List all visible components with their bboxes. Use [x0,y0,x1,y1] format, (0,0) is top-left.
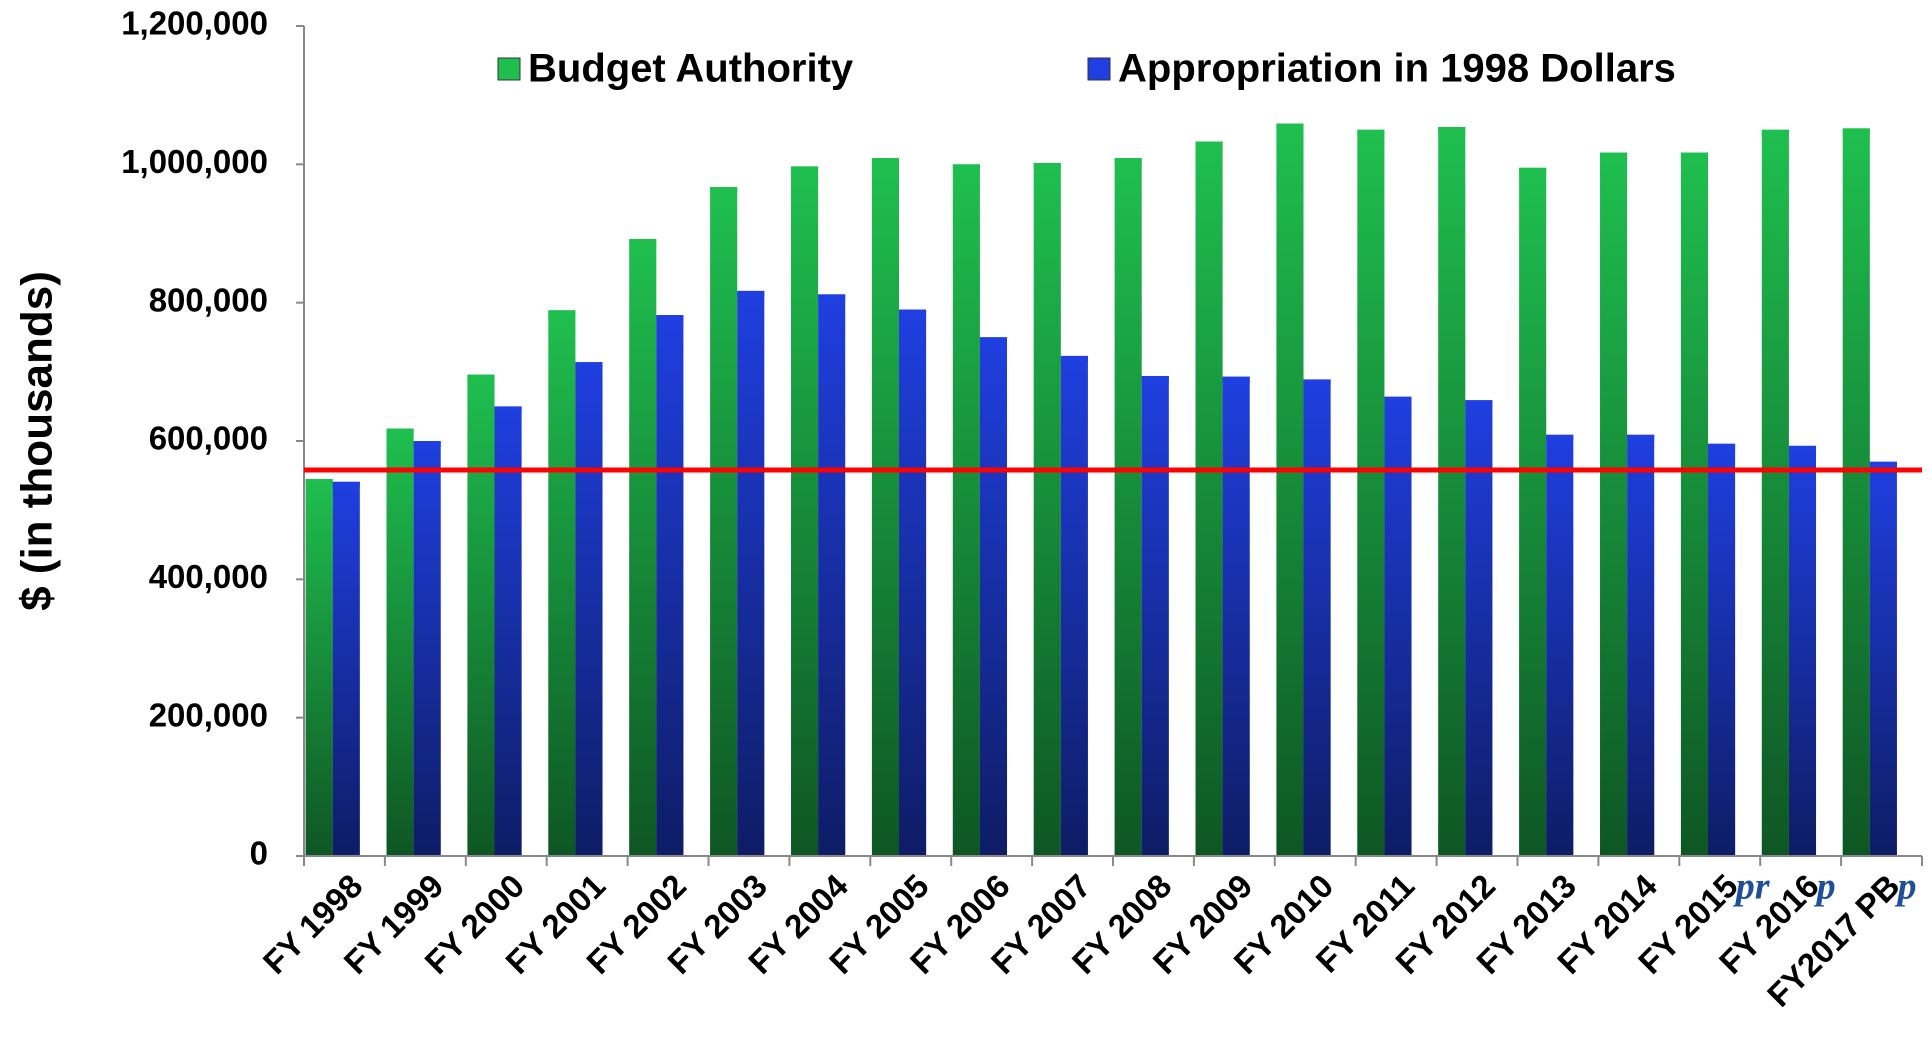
legend-swatch [1087,57,1111,81]
bar-shade [1438,126,1466,856]
bar-cap [1384,396,1412,403]
bar-shade [1276,123,1304,856]
bar-cap [575,362,603,369]
bar-shade [1708,443,1736,856]
bar-cap [952,164,980,171]
bar-cap [1546,434,1574,441]
bar-cap [1114,158,1142,165]
bar-shade [548,310,576,856]
legend-label: Budget Authority [528,47,854,91]
bar-cap [413,441,441,447]
bar-shade [1842,128,1870,856]
bar-shade [818,294,846,856]
bar-cap [386,428,414,435]
bar-shade [1222,376,1250,856]
bar-shade [1141,375,1169,856]
bar-shade [1627,434,1655,856]
bar-shade [656,315,684,856]
category-note: p [1895,866,1917,908]
bar-shade [1303,379,1331,856]
bar-cap [1141,375,1169,382]
bar-cap [818,294,846,301]
bar-cap [1519,167,1547,174]
category-note: pr [1733,866,1771,908]
bar-cap [1708,443,1736,450]
bar-shade [979,337,1008,856]
bar-cap [1195,141,1223,148]
bar-shade [1033,162,1061,856]
bar-shade [791,166,819,857]
bar-shade [1546,434,1574,856]
bar-shade [494,406,522,856]
bar-cap [1842,128,1870,135]
bar-cap [1222,376,1250,383]
y-tick-label: 600,000 [149,420,268,457]
bar-shade [1519,167,1547,856]
bar-shade [332,481,360,856]
bar-cap [305,479,333,486]
bar-cap [494,406,522,413]
y-tick-label: 800,000 [149,281,268,318]
bar-cap [1060,355,1088,362]
bar-shade [710,187,738,857]
legend-swatch [497,57,521,81]
bar-cap [467,374,495,381]
bar-cap [1869,461,1897,468]
bar-shade [413,441,441,856]
bar-cap [1438,126,1466,133]
bar-cap [1033,162,1061,169]
bar-cap [656,315,684,322]
bar-shade [575,362,603,856]
bar-cap [979,337,1008,344]
bar-shade [871,158,900,856]
bar-shade [1761,129,1789,856]
bar-shade [467,374,495,856]
bar-shade [899,309,927,856]
bar-shade [1600,152,1628,856]
bar-shade [386,428,414,856]
bar-cap [1357,129,1385,136]
y-tick-label: 0 [250,835,268,872]
bar-cap [1303,379,1331,386]
y-tick-label: 200,000 [149,696,268,733]
bar-cap [1600,152,1628,159]
bar-cap [548,310,576,317]
bar-shade [1384,396,1412,856]
y-tick-label: 400,000 [149,558,268,595]
bar-shade [1195,141,1223,857]
bar-cap [1761,129,1789,136]
bar-shade [1788,445,1817,856]
bar-cap [899,309,927,316]
bar-cap [629,239,657,246]
bar-shade [737,290,765,856]
bar-cap [1627,434,1655,441]
legend-label: Appropriation in 1998 Dollars [1118,47,1676,91]
bar-cap [1680,152,1709,159]
bar-shade [1680,152,1709,856]
bar-cap [791,166,819,173]
bar-shade [1869,461,1897,856]
bar-cap [1788,445,1817,452]
bar-cap [710,187,738,194]
bar-shade [1060,355,1088,856]
y-axis-label: $ (in thousands) [13,271,62,611]
bar-cap [332,481,360,488]
y-tick-label: 1,200,000 [121,5,268,42]
bar-shade [629,239,657,857]
bar-cap [737,290,765,297]
bar-shade [952,164,980,857]
bar-shade [305,479,333,856]
bar-shade [1114,158,1142,856]
bar-cap [1276,123,1304,130]
category-note: p [1814,866,1836,908]
bar-cap [1465,400,1493,407]
bar-shade [1465,400,1493,856]
y-tick-label: 1,000,000 [121,143,268,180]
bar-shade [1357,129,1385,856]
bar-cap [871,158,900,165]
